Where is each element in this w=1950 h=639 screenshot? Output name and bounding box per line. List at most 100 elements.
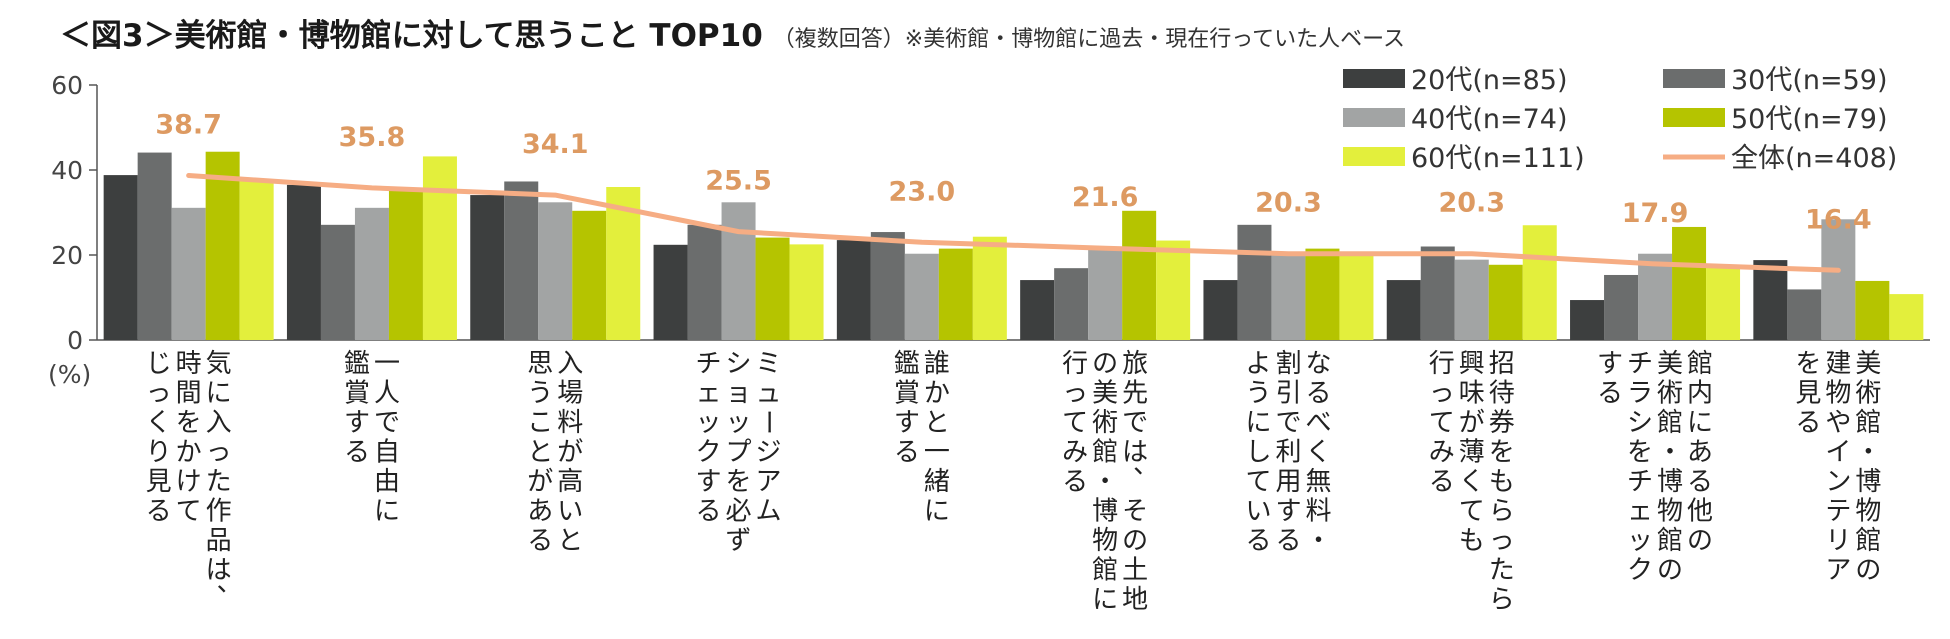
category-label-char: 土	[1122, 556, 1148, 586]
category-label-char: 物	[1825, 379, 1851, 409]
category-label-char: 建	[1825, 349, 1851, 379]
category-label-char: る	[527, 526, 553, 556]
category-label-char: を	[1489, 438, 1515, 468]
category-label-char: あ	[527, 497, 553, 527]
category-label-char: 旅	[1122, 349, 1148, 379]
bar-1-8	[1386, 280, 1421, 340]
category-label-char: と	[557, 526, 583, 556]
category-label-char: ず	[726, 526, 752, 556]
y-tick-label: 0	[67, 326, 83, 355]
category-label-char: 見	[146, 467, 172, 497]
category-label-char: 人	[374, 379, 400, 409]
category-label-char: 料	[557, 408, 583, 438]
category-label-char: ク	[696, 438, 722, 468]
category-label-char: 鑑	[894, 349, 920, 379]
category-label-char: を	[1795, 349, 1821, 379]
bar-2-7	[1237, 224, 1272, 340]
bar-4-7	[1305, 248, 1340, 340]
bar-3-2	[354, 207, 389, 340]
category-label-char: に	[1092, 585, 1118, 615]
category-label-char: 行	[1062, 349, 1088, 379]
category-label-char: 行	[1429, 349, 1455, 379]
category-label-char: ミ	[756, 349, 782, 379]
category-label-char: チ	[1627, 349, 1653, 379]
bar-3-6	[1088, 248, 1123, 340]
chart-title-block: ＜図3＞美術館・博物館に対して思うこと TOP10 （複数回答）※美術館・博物館に…	[60, 10, 1405, 55]
category-label-char: 博	[1657, 467, 1683, 497]
category-label-char: け	[176, 467, 202, 497]
category-label-char: で	[374, 408, 400, 438]
category-label-char: ン	[1825, 467, 1851, 497]
category-label-char: ジ	[756, 438, 782, 468]
total-data-label: 35.8	[339, 122, 406, 153]
category-label-char: 割	[1275, 349, 1301, 379]
category-label-char: か	[924, 379, 950, 409]
category-label-char: 自	[374, 438, 400, 468]
category-label-char: 薄	[1459, 438, 1485, 468]
bar-5-1	[239, 179, 274, 340]
category-label-char: 気	[206, 349, 232, 379]
category-label-char: っ	[1429, 379, 1455, 409]
category-label-char: イ	[1825, 438, 1851, 468]
category-label-char: っ	[206, 438, 232, 468]
category-label-char: 賞	[894, 379, 920, 409]
bar-2-5	[870, 232, 905, 340]
category-label-char: す	[1275, 497, 1301, 527]
bar-4-10	[1855, 280, 1890, 340]
total-data-label: 16.4	[1805, 204, 1872, 235]
category-label-char: の	[1092, 349, 1118, 379]
category-label-char: シ	[1627, 408, 1653, 438]
category-label-char: る	[1275, 526, 1301, 556]
legend-label-3: 40代(n=74)	[1411, 104, 1568, 135]
bar-2-10	[1787, 289, 1822, 340]
category-label-char: が	[557, 438, 583, 468]
category-label-char: 、	[1133, 450, 1159, 480]
category-label-char: こ	[527, 408, 553, 438]
category-label-char: ・	[1092, 467, 1118, 497]
category-label-char: る	[1305, 379, 1331, 409]
category-label-char: て	[1429, 408, 1455, 438]
category-label-char: 館	[1092, 438, 1118, 468]
category-label-char: 興	[1459, 349, 1485, 379]
category-label-char: る	[1245, 526, 1271, 556]
category-label-char: い	[1245, 497, 1271, 527]
category-label-char: う	[1245, 379, 1271, 409]
category-label-char: ・	[1855, 438, 1881, 468]
category-label-char: ム	[756, 497, 782, 527]
category-label-char: る	[146, 497, 172, 527]
y-tick-label: 20	[51, 241, 83, 270]
category-label-char: ラ	[1627, 379, 1653, 409]
category-label-char: 術	[1092, 408, 1118, 438]
category-label-char: い	[557, 497, 583, 527]
category-label-char: あ	[1687, 438, 1713, 468]
category-label-char: る	[1062, 467, 1088, 497]
category-label-char: 見	[1795, 379, 1821, 409]
category-label-char: す	[344, 408, 370, 438]
y-axis-unit: (%)	[48, 360, 91, 389]
category-label-char: も	[1489, 467, 1515, 497]
category-label-char: 緒	[924, 467, 950, 497]
bar-3-4	[721, 202, 756, 340]
category-label-char: 美	[1092, 379, 1118, 409]
category-label-char: 鑑	[344, 349, 370, 379]
category-label-char: プ	[726, 438, 752, 468]
category-label-char: 利	[1275, 438, 1301, 468]
category-label-char: の	[1657, 556, 1683, 586]
category-label-char: 高	[557, 467, 583, 497]
category-label-char: チ	[696, 349, 722, 379]
category-label-char: チ	[1627, 467, 1653, 497]
total-data-label: 34.1	[522, 129, 589, 160]
category-label-char: を	[726, 467, 752, 497]
y-tick-label: 40	[51, 156, 83, 185]
category-label-char: 術	[1855, 379, 1881, 409]
bar-2-6	[1054, 268, 1089, 340]
category-label-char: 美	[1855, 349, 1881, 379]
category-label-char: 他	[1687, 497, 1713, 527]
bar-4-2	[388, 189, 423, 340]
category-label-char: 美	[1657, 349, 1683, 379]
category-label-char: の	[1122, 526, 1148, 556]
category-label-char: っ	[1489, 526, 1515, 556]
category-label-char: は	[1122, 438, 1148, 468]
category-label-char: ア	[756, 467, 782, 497]
category-label-char: 博	[1092, 497, 1118, 527]
